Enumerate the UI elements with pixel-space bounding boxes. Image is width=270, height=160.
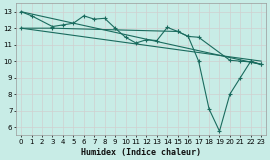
X-axis label: Humidex (Indice chaleur): Humidex (Indice chaleur) xyxy=(81,148,201,156)
